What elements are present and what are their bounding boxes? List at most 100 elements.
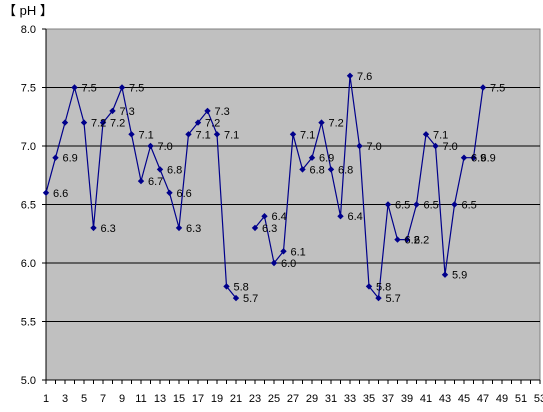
data-point <box>299 166 306 173</box>
x-tick-label: 45 <box>458 393 470 405</box>
unit-label: 【 pH 】 <box>3 3 53 18</box>
x-tick-label: 3 <box>62 393 68 405</box>
y-tick-label: 6.5 <box>21 200 36 212</box>
x-tick-label: 47 <box>477 393 489 405</box>
data-label: 7.5 <box>129 83 144 95</box>
x-tick-label: 1 <box>43 393 49 405</box>
data-label: 5.7 <box>243 293 258 305</box>
data-point <box>156 166 164 173</box>
data-label: 5.7 <box>386 293 401 305</box>
data-label: 7.5 <box>82 83 97 95</box>
data-point <box>394 236 401 243</box>
data-label: 7.1 <box>433 129 448 141</box>
y-tick-label: 7.0 <box>21 141 36 153</box>
data-point <box>137 177 145 185</box>
x-tick-label: 39 <box>401 393 413 405</box>
y-tick-label: 7.5 <box>21 83 36 95</box>
data-label: 6.2 <box>405 235 420 247</box>
data-label: 5.8 <box>234 281 249 293</box>
data-label: 7.6 <box>357 71 372 83</box>
data-point <box>99 119 107 126</box>
data-label: 7.2 <box>91 118 106 130</box>
data-point <box>128 131 135 138</box>
x-tick-label: 9 <box>119 393 125 405</box>
x-tick-label: 41 <box>420 393 432 405</box>
data-label: 7.1 <box>196 129 211 141</box>
data-label: 6.5 <box>462 200 477 212</box>
data-point <box>147 142 154 150</box>
data-label: 7.2 <box>110 118 125 130</box>
data-point <box>460 154 468 161</box>
x-tick-label: 29 <box>306 393 318 405</box>
data-label: 6.8 <box>338 164 353 176</box>
y-tick-label: 5.0 <box>21 375 36 387</box>
data-label: 6.9 <box>471 153 486 165</box>
data-label: 6.3 <box>101 223 116 235</box>
data-point <box>52 154 59 161</box>
x-tick-label: 15 <box>173 393 185 405</box>
x-tick-label: 35 <box>363 393 375 405</box>
data-point <box>346 72 354 79</box>
data-label: 6.1 <box>291 246 306 258</box>
x-tick-label: 51 <box>515 393 527 405</box>
y-tick-label: 6.0 <box>21 258 36 270</box>
data-label: 7.1 <box>139 129 154 141</box>
data-label: 7.3 <box>215 106 230 118</box>
x-tick-label: 43 <box>439 393 451 405</box>
data-point <box>451 201 458 208</box>
x-tick-label: 25 <box>268 393 280 405</box>
data-label: 6.7 <box>148 176 163 188</box>
data-label: 6.6 <box>53 188 68 200</box>
data-label: 6.3 <box>186 223 201 235</box>
x-tick-label: 7 <box>100 393 106 405</box>
data-label: 7.3 <box>120 106 135 118</box>
data-point <box>289 131 297 138</box>
data-label: 7.0 <box>443 141 458 153</box>
data-label: 6.0 <box>281 258 296 270</box>
x-tick-label: 19 <box>211 393 223 405</box>
x-tick-label: 17 <box>192 393 204 405</box>
data-point <box>118 84 126 91</box>
data-label: 7.5 <box>490 83 505 95</box>
data-point <box>365 283 373 290</box>
data-label: 7.2 <box>329 118 344 130</box>
x-tick-label: 11 <box>135 393 146 405</box>
data-point <box>270 259 278 267</box>
data-label: 6.8 <box>167 164 182 176</box>
data-label: 6.5 <box>424 200 439 212</box>
data-label: 6.8 <box>310 164 325 176</box>
x-tick-label: 5 <box>81 393 87 405</box>
data-point <box>90 224 97 232</box>
data-point <box>441 271 449 278</box>
data-point <box>308 154 316 161</box>
x-tick-label: 21 <box>230 393 242 405</box>
data-point <box>71 84 78 91</box>
data-point <box>213 131 221 138</box>
data-label: 7.0 <box>158 141 173 153</box>
data-label: 6.4 <box>348 211 363 223</box>
data-point <box>337 213 344 220</box>
data-label: 6.9 <box>481 153 496 165</box>
data-point <box>356 142 363 150</box>
data-point <box>232 294 240 302</box>
data-point <box>261 213 268 220</box>
data-point <box>80 119 88 126</box>
x-tick-label: 33 <box>344 393 356 405</box>
data-point <box>432 142 439 150</box>
data-label: 7.1 <box>224 129 239 141</box>
data-point <box>204 107 211 115</box>
data-point <box>251 224 259 232</box>
data-label: 6.9 <box>63 153 78 165</box>
data-label: 5.8 <box>376 281 391 293</box>
data-point <box>470 154 477 161</box>
data-point <box>185 131 192 138</box>
data-label: 6.3 <box>262 223 277 235</box>
data-point <box>318 119 325 126</box>
data-point <box>384 201 392 208</box>
y-tick-label: 5.5 <box>21 317 36 329</box>
data-point <box>223 283 230 290</box>
data-label: 6.2 <box>414 235 429 247</box>
data-point <box>280 248 287 255</box>
data-label: 5.9 <box>452 270 467 282</box>
